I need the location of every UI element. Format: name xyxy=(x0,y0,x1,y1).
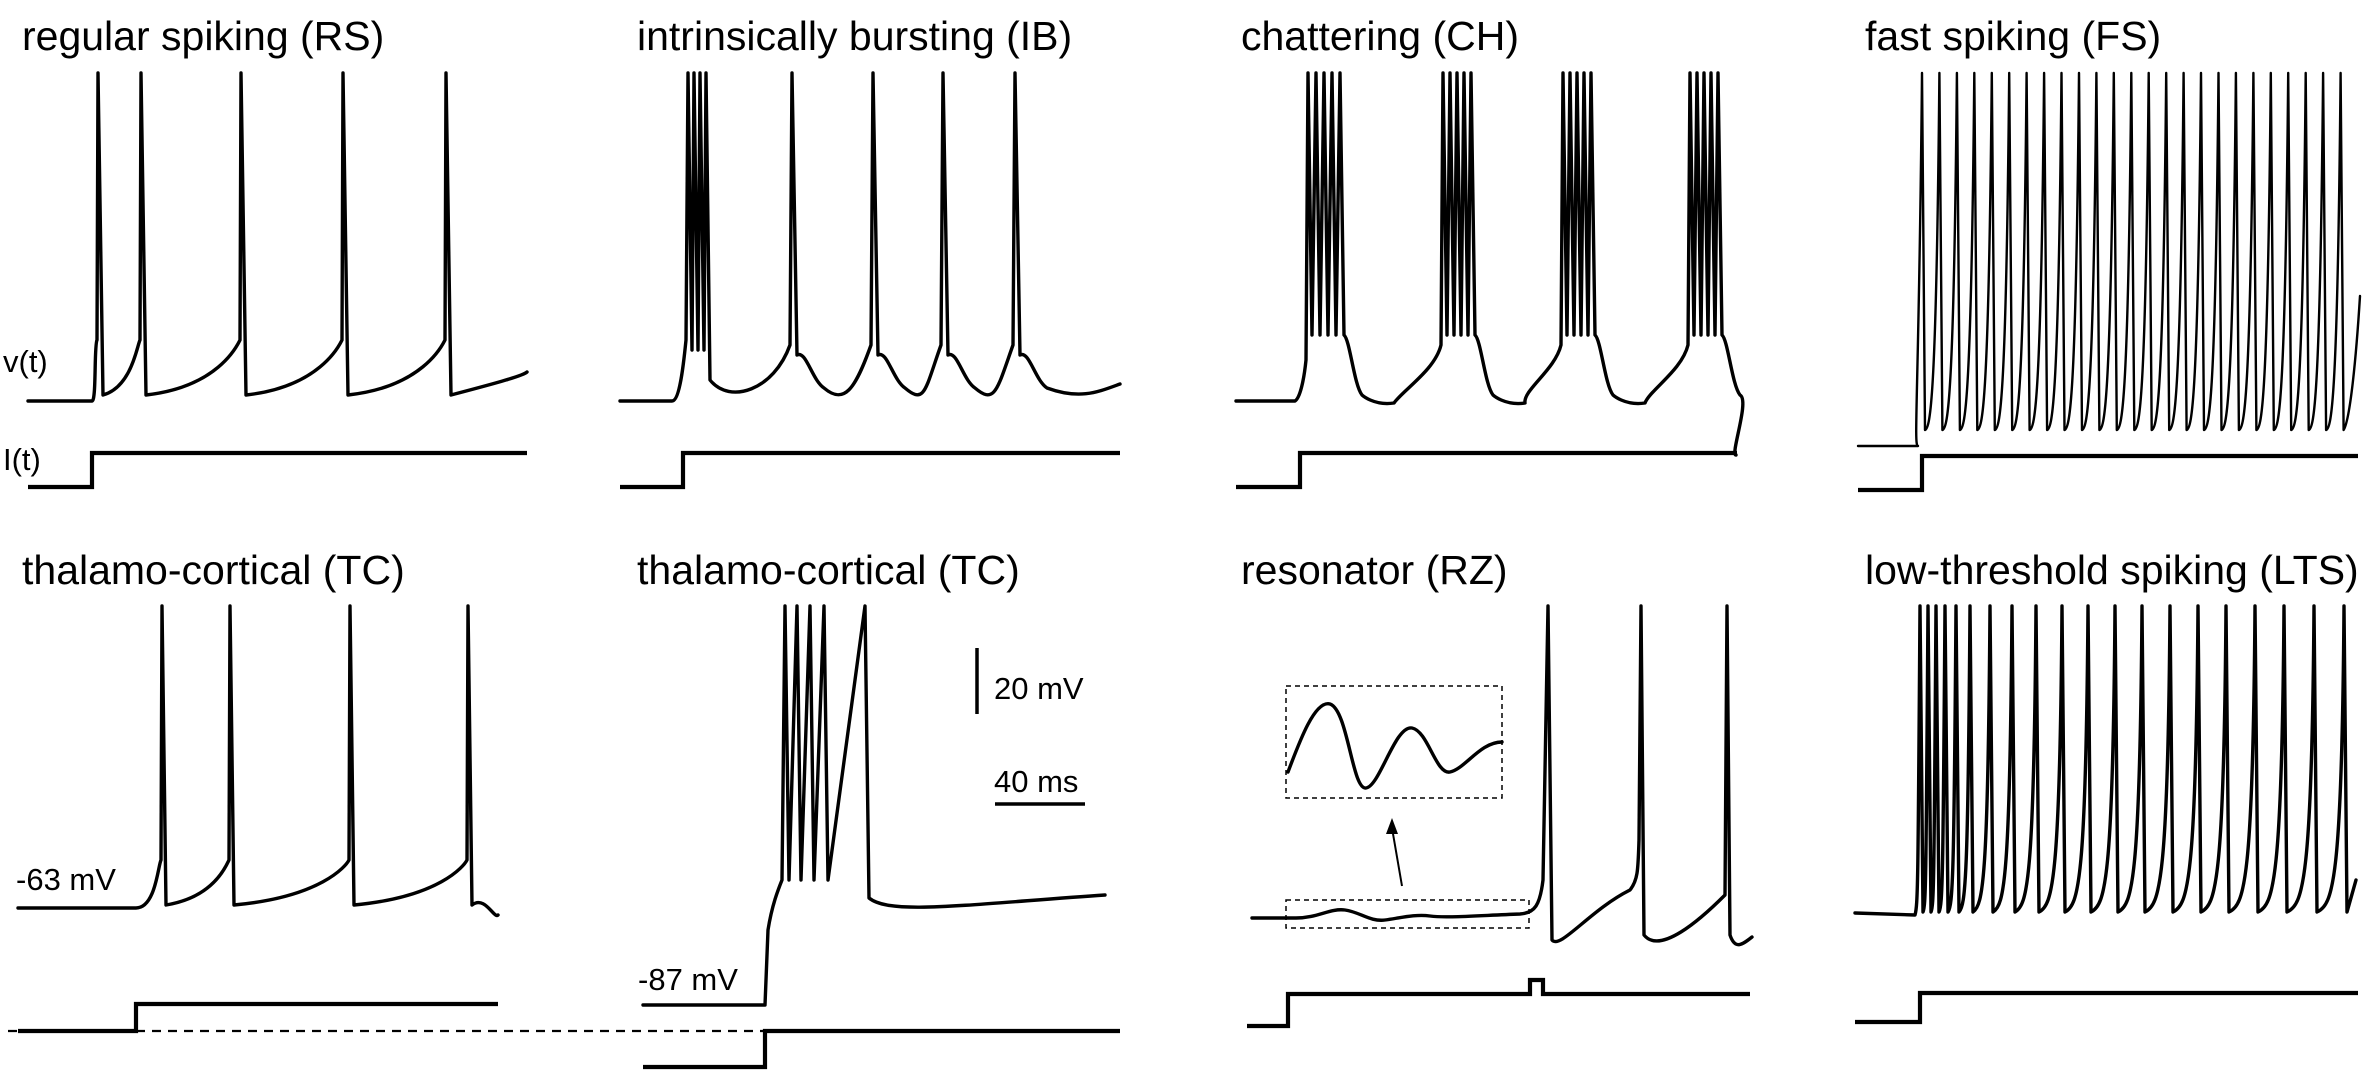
panel-title-rz: resonator (RZ) xyxy=(1241,547,1508,593)
current-trace-rz xyxy=(1247,977,1750,1029)
panel-title-lts: low-threshold spiking (LTS) xyxy=(1865,547,2359,593)
current-trace-tc-1 xyxy=(18,1001,498,1034)
voltage-trace-fs xyxy=(1856,71,2362,448)
voltage-trace-rz xyxy=(1250,604,1754,947)
panel-title-ch: chattering (CH) xyxy=(1241,13,1519,59)
current-label: I(t) xyxy=(3,442,41,477)
rest-potential-label-tc-1: -63 mV xyxy=(16,862,116,897)
inset-oscillation-trace xyxy=(1286,702,1504,790)
panel-title-tc-2: thalamo-cortical (TC) xyxy=(637,547,1020,593)
voltage-label: v(t) xyxy=(3,344,48,379)
voltage-trace-ib xyxy=(618,71,1122,403)
inset-arrow xyxy=(1391,827,1403,887)
inset-source-box xyxy=(1285,899,1530,929)
current-trace-rs xyxy=(28,450,527,490)
panel-title-ib: intrinsically bursting (IB) xyxy=(637,13,1072,59)
current-trace-tc-2 xyxy=(643,1028,1120,1070)
panel-title-rs: regular spiking (RS) xyxy=(22,13,384,59)
time-scale-label: 40 ms xyxy=(994,764,1078,799)
current-trace-ib xyxy=(620,450,1120,490)
voltage-trace-tc-2 xyxy=(641,604,1107,1007)
inset-arrow-head-icon xyxy=(1386,818,1398,834)
voltage-trace-lts xyxy=(1853,604,2358,917)
voltage-trace-tc-1 xyxy=(16,604,500,918)
rest-potential-label-tc-2: -87 mV xyxy=(638,962,738,997)
panel-title-tc-1: thalamo-cortical (TC) xyxy=(22,547,405,593)
voltage-trace-rs xyxy=(26,71,529,403)
current-trace-fs xyxy=(1858,453,2358,493)
panel-title-fs: fast spiking (FS) xyxy=(1865,13,2161,59)
current-trace-ch xyxy=(1236,450,1737,490)
current-trace-lts xyxy=(1855,990,2358,1025)
voltage-trace-ch xyxy=(1234,71,1745,457)
voltage-scale-label: 20 mV xyxy=(994,671,1084,706)
